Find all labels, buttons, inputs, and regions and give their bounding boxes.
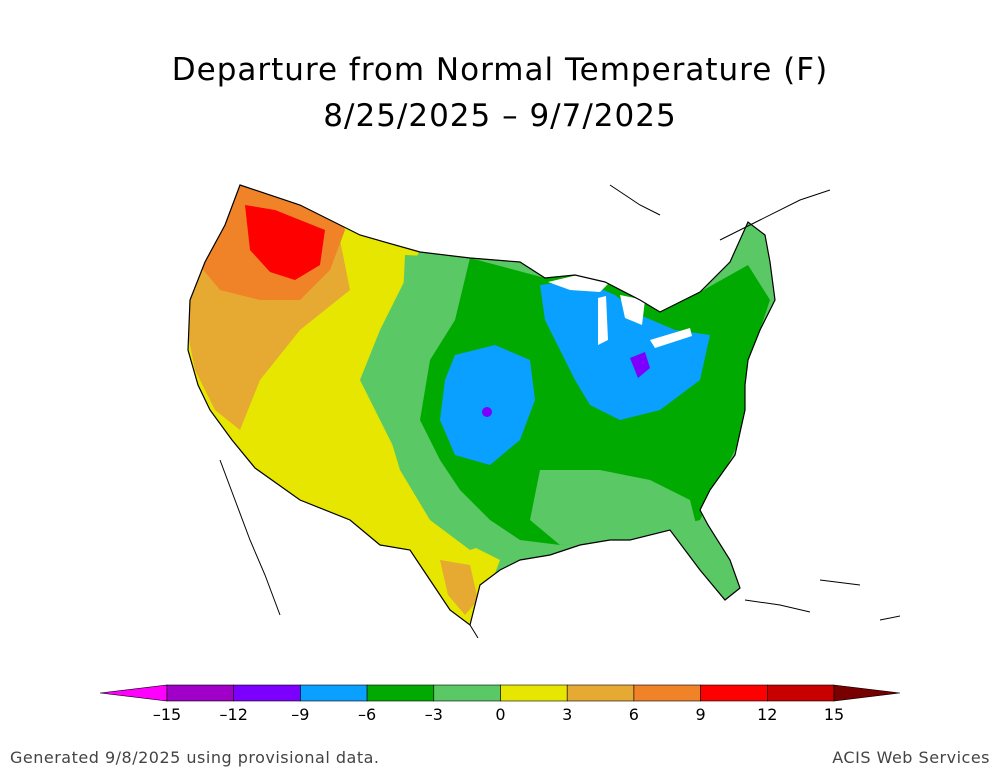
legend-tick-label: –15 [153, 705, 181, 724]
lake-huron [620, 295, 645, 325]
legend-arrow-high [833, 684, 901, 702]
lake-michigan [598, 296, 608, 345]
map-title: Departure from Normal Temperature (F) [171, 52, 829, 88]
legend-color-box [500, 684, 568, 702]
mexico-coastline [219, 459, 479, 638]
purple-spot-kansas [482, 407, 492, 417]
color-scale-legend: –15 –12 –9 –6 –3 0 3 6 9 12 15 [99, 684, 901, 724]
purple-spot-ohio [630, 352, 650, 378]
legend-tick-label: –6 [358, 705, 376, 724]
legend-tick-label: 15 [824, 705, 844, 724]
legend-color-box [366, 684, 435, 702]
legend-tick-label: 9 [696, 705, 706, 724]
legend-color-box [633, 684, 701, 702]
green-region-plains [385, 255, 500, 550]
legend-color-box [433, 684, 501, 702]
legend-tick-label: 12 [757, 705, 777, 724]
legend-color-box [566, 684, 635, 702]
generated-note: Generated 9/8/2025 using provisional dat… [10, 748, 380, 767]
legend-tick-label: –9 [291, 705, 309, 724]
canada-coastline [609, 184, 831, 241]
blue-region-kansas-missouri [440, 345, 535, 465]
map-date-range: 8/25/2025 – 9/7/2025 [323, 98, 677, 134]
legend-arrow-low [99, 684, 168, 702]
orange-region-texas [440, 560, 478, 615]
source-credit: ACIS Web Services [832, 748, 990, 767]
legend-tick-label: 3 [562, 705, 572, 724]
caribbean-islands [744, 579, 900, 621]
light-green-region-southeast [530, 470, 700, 545]
legend-tick-label: –12 [220, 705, 248, 724]
legend-color-box [233, 684, 301, 702]
legend-tick-label: 0 [495, 705, 505, 724]
blue-region-great-lakes [540, 280, 710, 420]
legend-tick-labels: –15 –12 –9 –6 –3 0 3 6 9 12 15 [153, 705, 844, 724]
legend-color-box [300, 684, 368, 702]
legend-color-bar [99, 684, 901, 702]
legend-tick-label: –3 [425, 705, 443, 724]
legend-color-box [166, 684, 234, 702]
legend-color-box [766, 684, 835, 702]
us-temperature-map [187, 184, 900, 638]
red-region-idaho-montana [245, 205, 325, 280]
legend-color-box [700, 684, 768, 702]
legend-tick-label: 6 [629, 705, 639, 724]
lake-erie [650, 328, 692, 348]
